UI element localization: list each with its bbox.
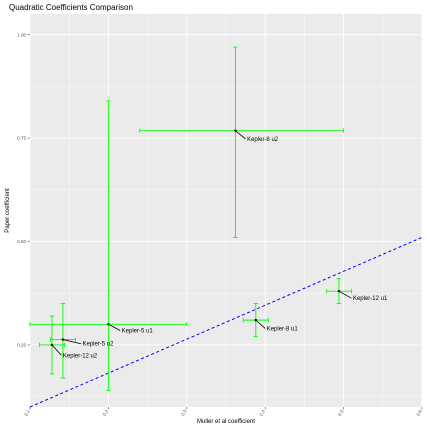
x-tick-label: 0.6 [415,409,423,417]
x-axis-title: Muller et al coefficient [197,419,255,425]
y-tick-label: 0.75 [17,136,26,141]
x-tick-label: 0.3 [180,409,188,417]
point-label: Kepler-8 u1 [267,326,299,332]
label-leader-line [108,323,121,331]
x-tick-label: 0.1 [23,409,31,417]
point-label: Kepler-5 u1 [122,328,154,334]
label-leader-line [235,130,246,140]
y-axis: 0.25 0.50 0.75 1.00 [17,32,30,348]
chart-title: Quadratic Coefficients Comparison [9,3,133,12]
data-point [61,338,65,341]
y-tick-label: 0.25 [17,343,26,348]
y-axis-title: Paper coefficient [5,188,11,233]
error-bar [139,46,345,238]
point-label: Kepler-8 u2 [247,137,279,143]
label-leader-line [62,339,82,345]
label-leader-line [338,290,352,299]
x-tick-label: 0.4 [259,409,267,417]
point-label: Kepler-5 u2 [82,342,114,348]
x-tick-label: 0.2 [102,409,110,417]
x-axis: 0.1 0.2 0.3 0.4 0.5 0.6 [23,407,423,417]
label-leader-line [255,319,266,329]
x-tick-label: 0.5 [337,409,345,417]
point-labels: Kepler-8 u2 Kepler-5 u1 Kepler-5 u2 Kepler-… [51,130,388,359]
point-label: Kepler-12 u1 [353,296,388,302]
y-tick-label: 0.50 [17,239,26,244]
y-tick-label: 1.00 [17,32,26,37]
label-leader-line [51,344,62,356]
point-label: Kepler-12 u2 [63,353,98,359]
